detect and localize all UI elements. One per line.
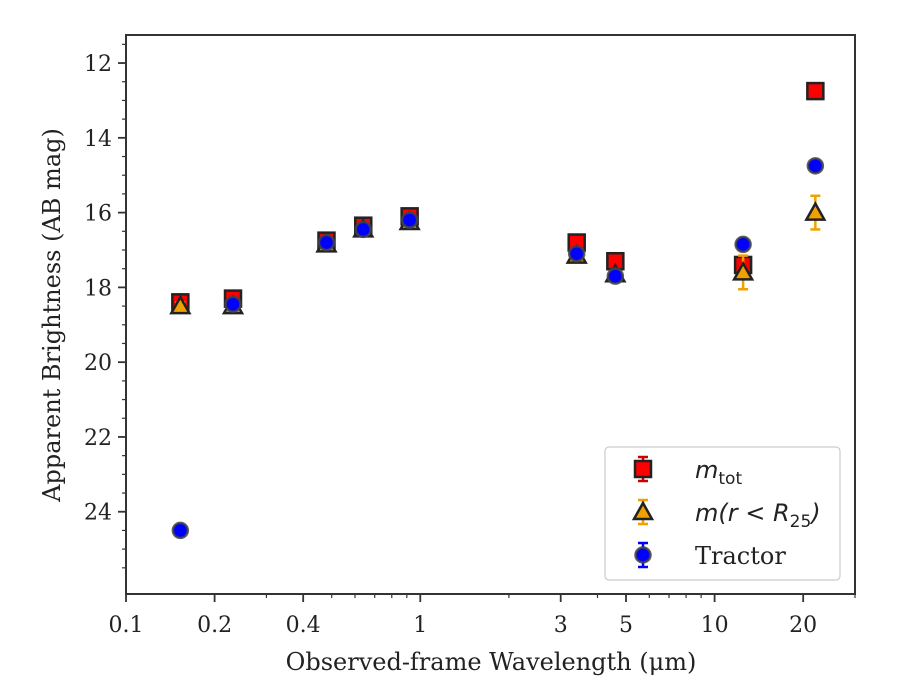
y-tick-label: 22 [84, 426, 112, 451]
y-tick-label: 20 [84, 351, 112, 376]
legend-marker-square [633, 459, 653, 479]
x-tick-label: 1 [413, 613, 427, 638]
x-tick-label: 0.4 [286, 613, 321, 638]
y-tick-label: 14 [84, 127, 112, 152]
x-tick-label: 20 [789, 613, 817, 638]
data-point-circle [317, 233, 336, 252]
x-tick-label: 0.2 [197, 613, 232, 638]
legend-entry: mtot [633, 455, 742, 489]
axes: 12 14 16 18 20 22 24 0.1 0.2 0.4 1 3 5 10 20 [84, 34, 856, 638]
data-point-circle [806, 157, 825, 175]
data-point-circle [224, 295, 242, 313]
series-circle [171, 157, 825, 540]
data-point-square [806, 81, 825, 101]
data-point-circle [567, 244, 586, 263]
data-point-circle [354, 220, 373, 239]
legend-entry: Tractor [634, 541, 786, 570]
legend-marker-circle [634, 546, 652, 564]
legend-label: mtot [695, 456, 742, 489]
legend-label: m(r < R25) [695, 499, 821, 532]
x-tick-label: 0.1 [109, 613, 144, 638]
data-point-triangle [731, 260, 755, 281]
data-point-circle [400, 211, 419, 229]
data-point-circle [734, 235, 752, 254]
legend-label: Tractor [695, 542, 786, 570]
x-tick-label: 10 [701, 613, 729, 638]
series-square [171, 81, 825, 312]
legend-entry: m(r < R25) [631, 498, 821, 532]
legend-frame [604, 446, 841, 581]
y-tick-label: 18 [84, 276, 112, 301]
data-point-triangle [169, 294, 192, 315]
y-tick-label: 16 [84, 202, 112, 227]
x-axis-label: Observed-frame Wavelength (μm) [286, 648, 697, 676]
plot-area [169, 81, 827, 540]
y-tick-label: 12 [84, 52, 112, 77]
legend: mtot m(r < R25) Tractor [604, 446, 841, 581]
y-axis-label: Apparent Brightness (AB mag) [38, 128, 66, 503]
x-tick-label: 5 [619, 613, 633, 638]
data-point-triangle [804, 201, 827, 221]
x-tick-label: 3 [554, 613, 568, 638]
data-point-circle [606, 267, 625, 285]
series-triangle [169, 194, 827, 315]
y-tick-label: 24 [84, 501, 112, 526]
data-point-circle [171, 521, 190, 540]
plot-frame [125, 34, 856, 595]
legend-marker-triangle [631, 500, 655, 521]
